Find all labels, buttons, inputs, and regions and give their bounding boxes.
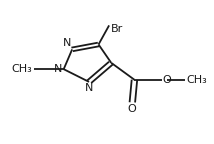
- Text: N: N: [54, 64, 62, 74]
- Text: CH₃: CH₃: [12, 64, 33, 74]
- Text: O: O: [163, 75, 171, 85]
- Text: CH₃: CH₃: [186, 75, 207, 85]
- Text: O: O: [128, 105, 136, 114]
- Text: N: N: [85, 83, 93, 93]
- Text: N: N: [63, 38, 71, 48]
- Text: Br: Br: [111, 24, 123, 34]
